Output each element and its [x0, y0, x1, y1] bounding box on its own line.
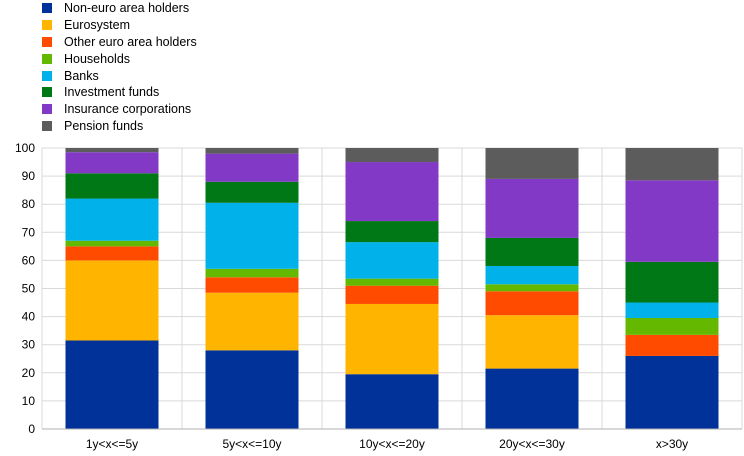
legend-swatch	[42, 104, 52, 115]
legend-label: Insurance corporations	[64, 102, 192, 117]
legend-swatch	[42, 87, 52, 98]
legend-item: Pension funds	[42, 118, 197, 135]
y-tick-label: 60	[22, 253, 36, 267]
y-tick-label: 30	[22, 338, 36, 352]
bar-segment	[485, 178, 579, 238]
bar-segment	[485, 284, 579, 292]
bar-segment	[345, 303, 439, 375]
bar-segment	[485, 368, 579, 429]
x-tick-label: 10y<x<=20y	[359, 437, 425, 451]
bar-segment	[65, 148, 159, 153]
y-tick-label: 20	[22, 366, 36, 380]
bar-segment	[205, 202, 299, 269]
legend-swatch	[42, 20, 52, 31]
bar-segment	[625, 148, 719, 181]
legend-label: Non-euro area holders	[64, 1, 190, 16]
bar-segment	[65, 340, 159, 429]
bar-segment	[485, 315, 579, 369]
x-tick-label: 20y<x<=30y	[499, 437, 565, 451]
y-tick-label: 10	[22, 394, 36, 408]
bar-segment	[485, 237, 579, 267]
bar-segment	[65, 173, 159, 199]
legend-item: Insurance corporations	[42, 101, 197, 118]
bar-segment	[205, 292, 299, 351]
bar-segment	[625, 180, 719, 262]
bar-series	[65, 148, 719, 429]
bar-segment	[625, 302, 719, 319]
x-axis-tick-labels: 1y<x<=5y 5y<x<=10y 10y<x<=20y 20y<x<=30y x>3…	[86, 437, 688, 451]
bar-segment	[65, 152, 159, 174]
y-tick-label: 0	[28, 422, 35, 436]
bar-segment	[205, 153, 299, 182]
bar-segment	[205, 277, 299, 293]
y-tick-label: 40	[22, 310, 36, 324]
bar-segment	[65, 260, 159, 341]
legend-item: Other euro area holders	[42, 34, 197, 51]
x-tick-label: 1y<x<=5y	[86, 437, 138, 451]
bar-segment	[205, 350, 299, 429]
legend-label: Pension funds	[64, 118, 144, 133]
y-tick-label: 80	[22, 197, 36, 211]
bar-segment	[485, 148, 579, 179]
bar-segment	[625, 334, 719, 356]
legend-swatch	[42, 120, 52, 131]
bar-segment	[345, 162, 439, 222]
legend-label: Other euro area holders	[64, 34, 197, 49]
y-tick-label: 50	[22, 282, 36, 296]
bar-segment	[625, 355, 719, 429]
bar-segment	[625, 318, 719, 335]
legend-swatch	[42, 3, 52, 14]
legend-item: Investment funds	[42, 84, 197, 101]
legend-swatch	[42, 70, 52, 81]
bar-segment	[65, 198, 159, 241]
bar-segment	[345, 221, 439, 243]
bar-segment	[345, 278, 439, 286]
legend-label: Banks	[64, 68, 99, 83]
x-tick-label: x>30y	[656, 437, 688, 451]
y-tick-label: 100	[15, 141, 35, 155]
bar-segment	[625, 261, 719, 303]
legend-swatch	[42, 53, 52, 64]
bar-segment	[345, 242, 439, 279]
bar-segment	[205, 181, 299, 203]
legend-item: Non-euro area holders	[42, 0, 197, 17]
y-tick-label: 70	[22, 225, 36, 239]
legend-item: Households	[42, 50, 197, 67]
legend-swatch	[42, 36, 52, 47]
legend-label: Eurosystem	[64, 18, 130, 33]
x-tick-label: 5y<x<=10y	[222, 437, 281, 451]
bar-segment	[345, 285, 439, 304]
legend-label: Investment funds	[64, 85, 160, 100]
y-tick-label: 90	[22, 169, 36, 183]
bar-segment	[65, 246, 159, 261]
bar-segment	[485, 266, 579, 285]
bar-segment	[345, 148, 439, 163]
bar-segment	[345, 374, 439, 429]
bar-segment	[65, 240, 159, 247]
bar-segment	[485, 291, 579, 316]
bar-segment	[205, 148, 299, 154]
y-axis-tick-labels: 0 10 20 30 40 50 60 70 80 90 100	[15, 141, 35, 436]
legend-label: Households	[64, 51, 131, 66]
legend-item: Banks	[42, 67, 197, 84]
legend-item: Eurosystem	[42, 17, 197, 34]
bar-segment	[205, 268, 299, 278]
chart-legend: Non-euro area holders Eurosystem Other eur…	[42, 0, 197, 134]
